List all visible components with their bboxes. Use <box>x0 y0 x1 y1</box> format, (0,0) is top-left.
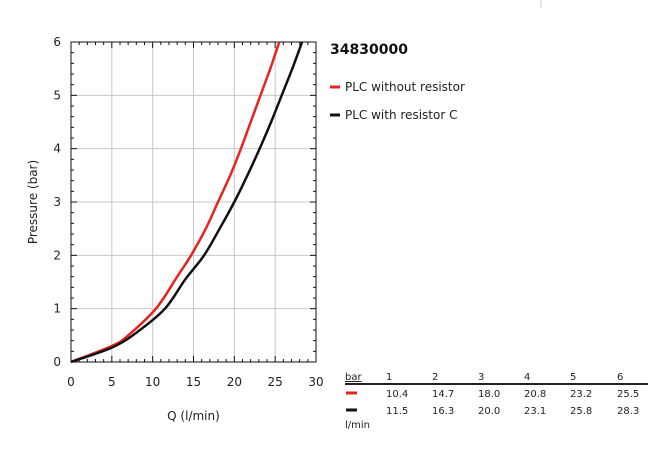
table-pressure-header: 1 <box>386 372 392 383</box>
x-tick-label: 30 <box>308 375 323 389</box>
table-header-label: bar <box>345 372 362 383</box>
y-tick-label: 5 <box>53 88 61 102</box>
x-tick-label: 20 <box>227 375 242 389</box>
table-pressure-header: 4 <box>524 372 530 383</box>
legend-label: PLC without resistor <box>345 80 465 94</box>
table-cell: 20.8 <box>524 389 546 400</box>
x-tick-label: 0 <box>67 375 75 389</box>
legend: PLC without resistor PLC with resistor C <box>330 80 465 122</box>
y-tick-label: 4 <box>53 142 61 156</box>
y-tick-label: 2 <box>53 248 61 262</box>
chart-title: 34830000 <box>330 42 408 58</box>
table-cell: 10.4 <box>386 389 408 400</box>
x-tick-label: 10 <box>145 375 160 389</box>
flow-table: bar 1 2 3 4 5 6 10.4 14.7 18.0 20.8 23.2 25.5 11.5 16.… <box>345 372 648 431</box>
grid-lines <box>70 41 317 363</box>
y-tick-label: 3 <box>53 195 61 209</box>
y-tick-labels: 0 1 2 3 4 5 6 <box>53 35 61 369</box>
table-cell: 23.1 <box>524 406 546 417</box>
y-axis-title: Pressure (bar) <box>26 160 40 244</box>
table-cell: 14.7 <box>432 389 454 400</box>
x-tick-label: 25 <box>268 375 283 389</box>
y-tick-label: 1 <box>53 302 61 316</box>
table-cell: 11.5 <box>386 406 408 417</box>
x-tick-label: 5 <box>108 375 116 389</box>
table-cell: 25.8 <box>570 406 592 417</box>
series-lines <box>70 41 304 364</box>
table-pressure-header: 5 <box>570 372 576 383</box>
series-line <box>70 41 281 364</box>
table-unit-label: l/min <box>345 420 370 431</box>
table-pressure-header: 2 <box>432 372 438 383</box>
plot-area-frame <box>70 41 317 363</box>
table-cell: 23.2 <box>570 389 592 400</box>
y-tick-label: 6 <box>53 35 61 49</box>
table-cell: 18.0 <box>478 389 500 400</box>
x-tick-labels: 0 5 10 15 20 25 30 <box>67 375 323 389</box>
series-line <box>70 41 304 364</box>
table-pressure-header: 6 <box>617 372 623 383</box>
table-cell: 20.0 <box>478 406 500 417</box>
legend-label: PLC with resistor C <box>345 108 457 122</box>
table-cell: 28.3 <box>617 406 639 417</box>
x-axis-title: Q (l/min) <box>167 409 220 423</box>
table-cell: 25.5 <box>617 389 639 400</box>
x-tick-label: 15 <box>186 375 201 389</box>
y-tick-label: 0 <box>53 355 61 369</box>
table-cell: 16.3 <box>432 406 454 417</box>
table-pressure-header: 3 <box>478 372 484 383</box>
